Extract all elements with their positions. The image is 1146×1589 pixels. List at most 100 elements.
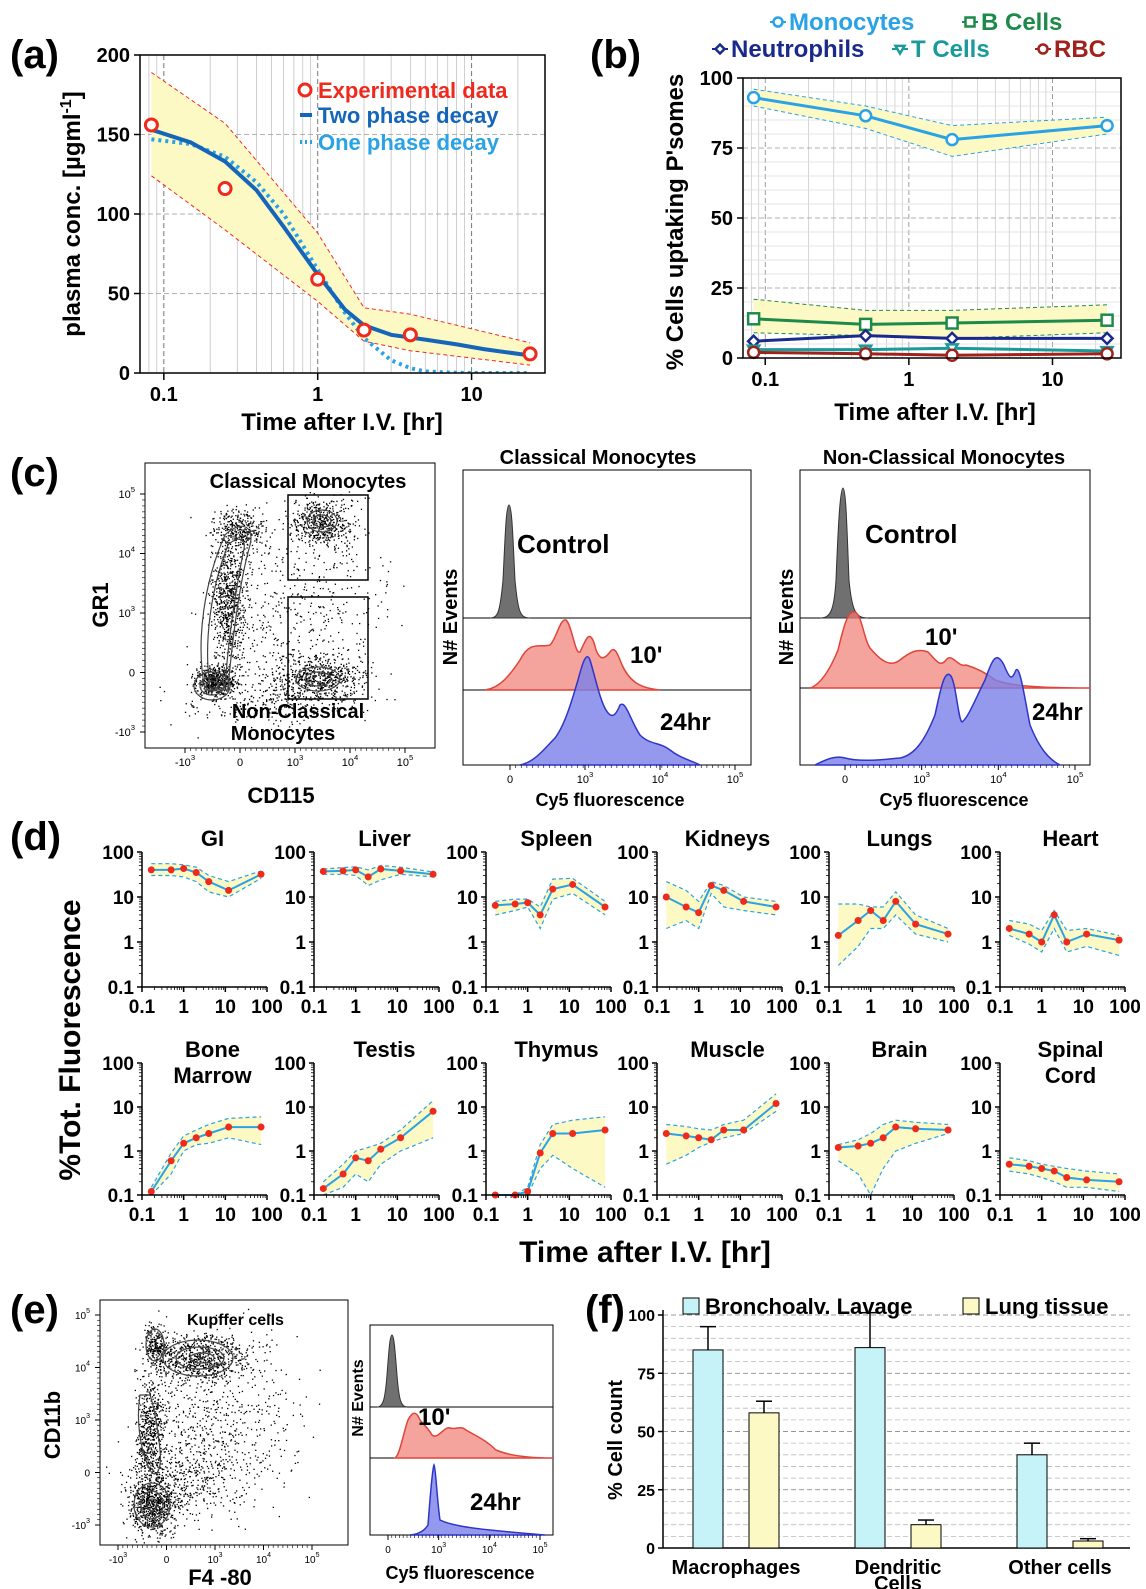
scatter-dot [362, 676, 364, 679]
scatter-dot [308, 535, 310, 537]
scatter-dot [247, 675, 249, 677]
scatter-dot [221, 1349, 223, 1351]
scatter-dot [232, 654, 234, 656]
scatter-dot [228, 555, 230, 557]
scatter-dot [296, 550, 298, 553]
scatter-dot [282, 642, 284, 644]
scatter-dot [326, 539, 328, 542]
scatter-dot [243, 657, 245, 659]
scatter-dot [239, 658, 241, 661]
scatter-dot [331, 690, 333, 692]
scatter-dot [223, 667, 225, 669]
scatter-dot [213, 675, 215, 677]
scatter-dot [326, 653, 329, 655]
scatter-dot [219, 626, 221, 628]
scatter-dot [304, 495, 307, 497]
organ-point [192, 869, 200, 877]
organ-point [549, 1129, 557, 1137]
scatter-dot [309, 492, 311, 494]
scatter-dot [177, 1369, 179, 1372]
organ-x-tick-label: 0.1 [644, 1205, 671, 1226]
scatter-dot [252, 548, 254, 550]
scatter-dot [283, 669, 285, 671]
scatter-dot [290, 550, 292, 553]
scatter-dot [351, 623, 353, 625]
scatter-dot [211, 700, 214, 702]
scatter-dot [223, 582, 225, 585]
scatter-dot [191, 612, 193, 614]
scatter-dot [228, 554, 230, 556]
scatter-dot [235, 1361, 237, 1364]
scatter-dot [230, 598, 232, 600]
scatter-dot [240, 666, 242, 668]
scatter-dot [317, 696, 320, 698]
scatter-dot [334, 662, 336, 664]
organ-band-upper [495, 1116, 606, 1196]
scatter-dot [255, 529, 257, 532]
scatter-dot [364, 653, 366, 655]
scatter-dot [220, 557, 222, 560]
scatter-dot [227, 585, 229, 587]
scatter-dot [231, 581, 233, 583]
scatter-dot [219, 655, 221, 657]
scatter-dot [235, 537, 237, 539]
scatter-dot [208, 1369, 210, 1371]
scatter-dot [242, 542, 245, 544]
scatter-dot [227, 629, 230, 631]
scatter-dot [242, 536, 244, 539]
scatter-dot [228, 651, 230, 653]
scatter-dot [254, 689, 256, 691]
scatter-dot [236, 582, 238, 585]
scatter-dot [288, 673, 290, 676]
tick-exponent: 4 [354, 753, 359, 762]
scatter-dot [318, 526, 321, 529]
scatter-dot [218, 640, 220, 642]
scatter-dot [207, 678, 209, 680]
scatter-dot [233, 679, 235, 681]
scatter-dot [230, 689, 232, 691]
scatter-dot [327, 671, 329, 673]
marker-circle [858, 347, 873, 361]
marker-circle [1100, 347, 1114, 361]
scatter-dot [251, 616, 253, 618]
scatter-dot [230, 594, 232, 596]
scatter-dot [316, 534, 318, 537]
organ-title-line2: Cord [1045, 1063, 1096, 1088]
scatter-dot [227, 596, 230, 599]
scatter-dot [214, 1338, 216, 1340]
organ-x-tick-label: 100 [251, 997, 283, 1018]
scatter-dot [322, 525, 324, 527]
organ-y-tick-label: 1 [981, 1142, 992, 1163]
scatter-dot [311, 505, 313, 508]
series-line [753, 346, 1108, 353]
scatter-dot [270, 698, 272, 700]
scatter-dot [250, 521, 252, 523]
organ-band-upper [1009, 1157, 1120, 1175]
scatter-dot [216, 595, 218, 597]
scatter-dot [309, 677, 311, 679]
scatter-dot [334, 699, 337, 701]
organ-point [339, 867, 347, 875]
scatter-dot [233, 594, 235, 596]
scatter-dot [234, 537, 236, 539]
scatter-dot [233, 691, 235, 693]
scatter-dot [305, 685, 307, 687]
tick-exponent: 3 [589, 770, 593, 779]
scatter-dot [306, 507, 308, 509]
scatter-dot [353, 682, 355, 685]
scatter-dot [315, 511, 317, 513]
organ-point [1083, 1176, 1091, 1184]
scatter-dot [293, 659, 295, 661]
scatter-dot [346, 685, 348, 687]
scatter-dot [328, 641, 330, 643]
scatter-dot [351, 499, 353, 501]
scatter-dot [220, 572, 222, 574]
scatter-dot [219, 598, 221, 600]
scatter-dot [293, 519, 295, 522]
scatter-dot [350, 694, 352, 697]
scatter-dot [217, 678, 219, 681]
scatter-dot [244, 597, 246, 599]
organ-point [854, 917, 862, 925]
scatter-dot [309, 674, 312, 676]
organ-x-tick-label: 10 [902, 1205, 923, 1226]
